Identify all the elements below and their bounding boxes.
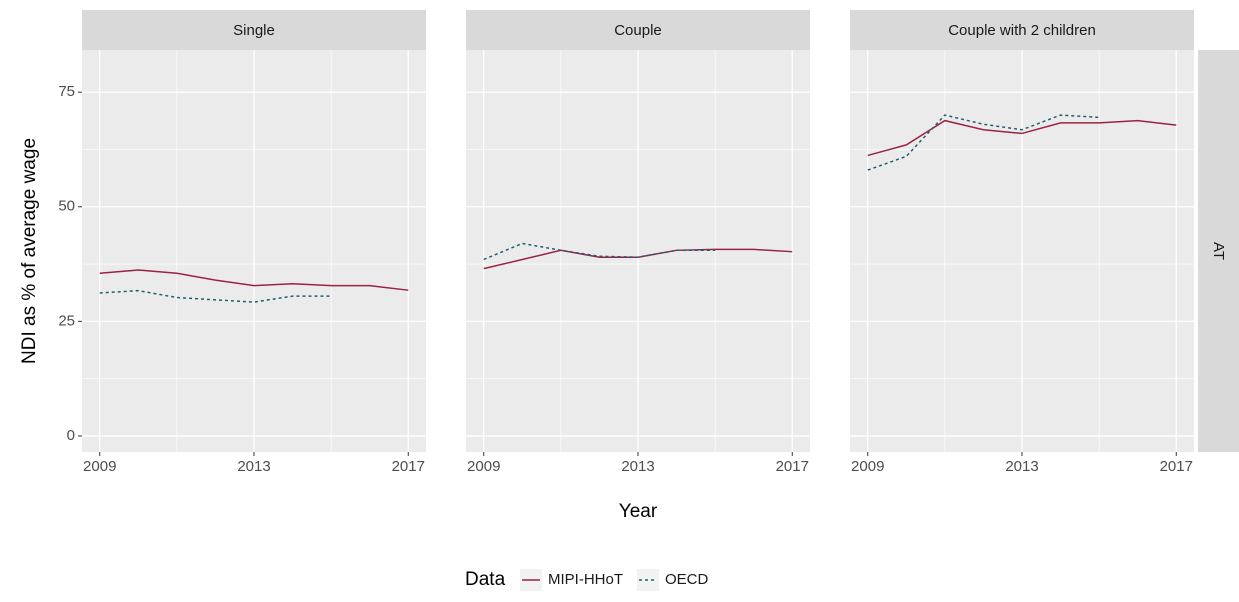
series-line: [867, 114, 1100, 171]
x-tick-label: 2017: [1160, 458, 1193, 475]
series-line: [99, 269, 409, 291]
y-tick-label: 50: [58, 198, 75, 215]
x-tick-label: 2017: [392, 458, 425, 475]
legend-label: OECD: [665, 571, 709, 588]
facet-title: Couple with 2 children: [948, 22, 1096, 39]
y-tick-label: 25: [58, 312, 75, 329]
x-tick-label: 2009: [83, 458, 116, 475]
x-tick-label: 2009: [851, 458, 884, 475]
x-tick-label: 2013: [237, 458, 270, 475]
x-tick-label: 2009: [467, 458, 500, 475]
facet-strip: [466, 10, 810, 50]
legend-title: Data: [465, 569, 506, 590]
series-line: [867, 119, 1177, 157]
facet-strip: [82, 10, 426, 50]
y-tick-label: 0: [67, 427, 75, 444]
series-line: [99, 289, 332, 303]
y-tick-label: 75: [58, 83, 75, 100]
x-tick-label: 2013: [1005, 458, 1038, 475]
x-axis-label: Year: [619, 501, 658, 522]
facet-title: Couple: [614, 22, 662, 39]
facet-title: Single: [233, 22, 275, 39]
x-tick-label: 2013: [621, 458, 654, 475]
facet-strip: [850, 10, 1194, 50]
row-strip-label: AT: [1210, 242, 1227, 260]
x-tick-label: 2017: [776, 458, 809, 475]
y-axis-label: NDI as % of average wage: [19, 138, 40, 364]
row-strip: [1198, 50, 1239, 452]
legend-label: MIPI-HHoT: [548, 571, 623, 588]
